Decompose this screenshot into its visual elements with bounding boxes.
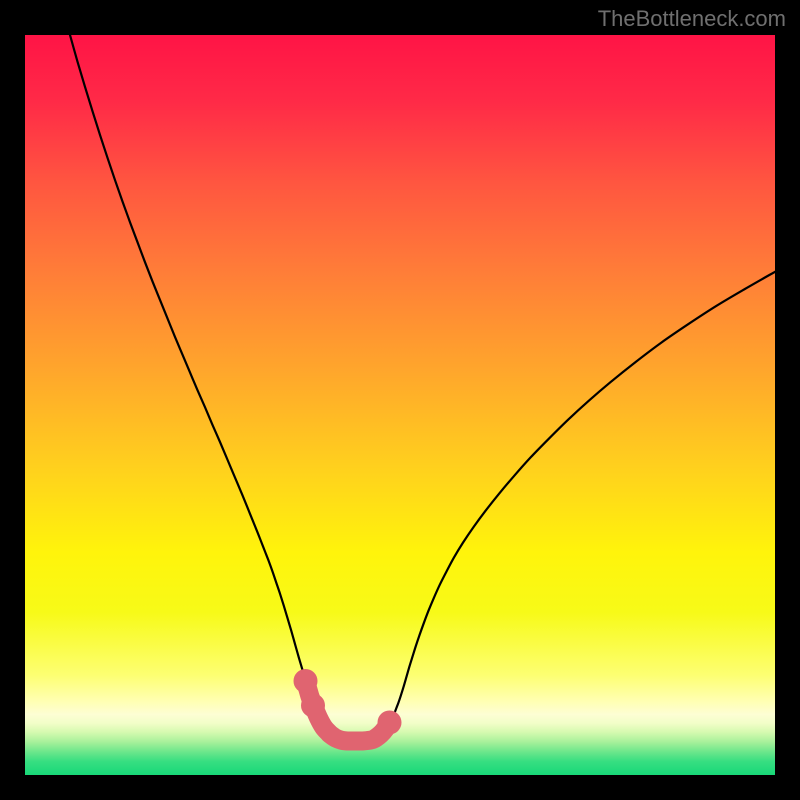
chart-frame: TheBottleneck.com: [0, 0, 800, 800]
pink-dot: [378, 710, 402, 734]
watermark-text: TheBottleneck.com: [598, 6, 786, 32]
pink-dot: [294, 669, 318, 693]
pink-dot: [301, 693, 325, 717]
plot-area: [25, 35, 775, 775]
